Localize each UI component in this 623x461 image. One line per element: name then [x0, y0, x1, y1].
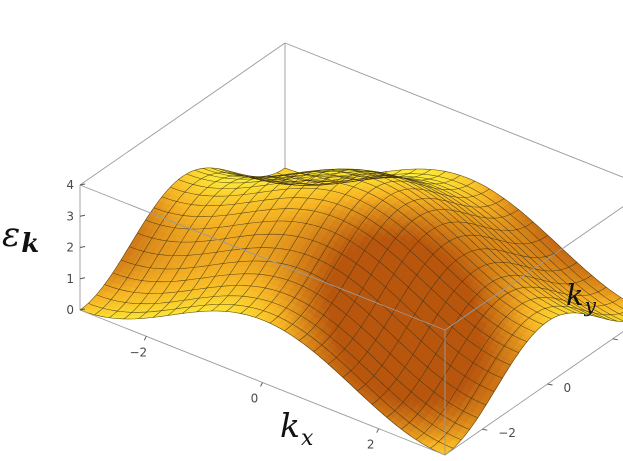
mesh-line — [96, 294, 462, 441]
x-tick — [376, 428, 380, 433]
mesh-line — [430, 305, 623, 449]
mesh-line — [313, 209, 519, 352]
z-tick — [79, 214, 86, 217]
mesh-line — [152, 175, 359, 318]
mesh-line — [298, 198, 505, 341]
mesh-line — [79, 167, 286, 311]
z-tick-label: 0 — [66, 303, 74, 317]
mesh-line — [235, 172, 601, 319]
mesh-line — [219, 168, 585, 315]
y-axis-label: ky — [566, 278, 597, 317]
z-tick-label: 4 — [66, 178, 74, 192]
mesh-line — [178, 179, 544, 325]
z-axis-label-subscript: k — [21, 229, 39, 259]
box-edge — [284, 42, 623, 178]
mesh-line — [415, 297, 621, 440]
mesh-line — [170, 186, 536, 333]
mesh-line — [137, 232, 503, 379]
x-axis-label-subscript: x — [301, 426, 314, 451]
x-axis-label: kx — [280, 406, 314, 451]
y-tick — [482, 428, 488, 431]
mesh-line — [120, 259, 487, 406]
mesh-line — [153, 207, 519, 353]
mesh-line — [444, 312, 623, 456]
mesh-line — [104, 284, 470, 430]
y-tick — [547, 383, 553, 386]
mesh-line — [161, 196, 528, 342]
z-tick — [79, 246, 86, 248]
z-tick-label: 2 — [66, 241, 74, 255]
mesh-line — [284, 188, 490, 332]
z-tick — [79, 308, 86, 311]
mesh-line — [227, 170, 593, 316]
z-tick-label: 3 — [66, 209, 74, 223]
z-tick — [79, 183, 86, 186]
mesh-line — [357, 248, 563, 392]
surface-mesh — [79, 167, 623, 456]
mesh-line — [252, 175, 618, 322]
y-tick-label: 0 — [564, 381, 572, 395]
y-axis-label-subscript: y — [584, 293, 597, 317]
y-tick — [612, 338, 618, 341]
mesh-line — [401, 286, 607, 430]
mesh-line — [186, 173, 552, 320]
x-tick — [143, 336, 147, 341]
x-tick — [260, 382, 263, 387]
mesh-line — [284, 167, 623, 300]
x-tick-label: 0 — [251, 392, 259, 406]
mesh-line — [328, 221, 534, 365]
mesh-line — [342, 234, 548, 378]
mesh-line — [145, 219, 511, 366]
box-edge — [444, 206, 623, 331]
mesh-line — [112, 272, 478, 419]
x-tick-label: −2 — [129, 345, 147, 359]
mesh-line — [276, 172, 623, 309]
z-tick — [79, 277, 86, 280]
mesh-line — [129, 246, 495, 392]
mesh-line — [371, 262, 578, 405]
axis-ticks: −202−20201234 — [66, 178, 618, 452]
mesh-line — [268, 175, 623, 317]
mesh-line — [79, 309, 446, 456]
box-edge — [79, 42, 286, 186]
x-tick-label: 2 — [367, 438, 375, 452]
y-tick-label: −2 — [498, 426, 516, 440]
mesh-line — [386, 274, 592, 418]
z-axis-label: εk — [2, 215, 39, 259]
mesh-line — [243, 174, 610, 321]
box-edge — [79, 184, 446, 331]
mesh-line — [138, 176, 344, 319]
z-tick-label: 1 — [66, 272, 74, 286]
mesh-line — [269, 180, 475, 324]
mesh-line — [88, 303, 454, 449]
mesh-line — [260, 176, 623, 321]
